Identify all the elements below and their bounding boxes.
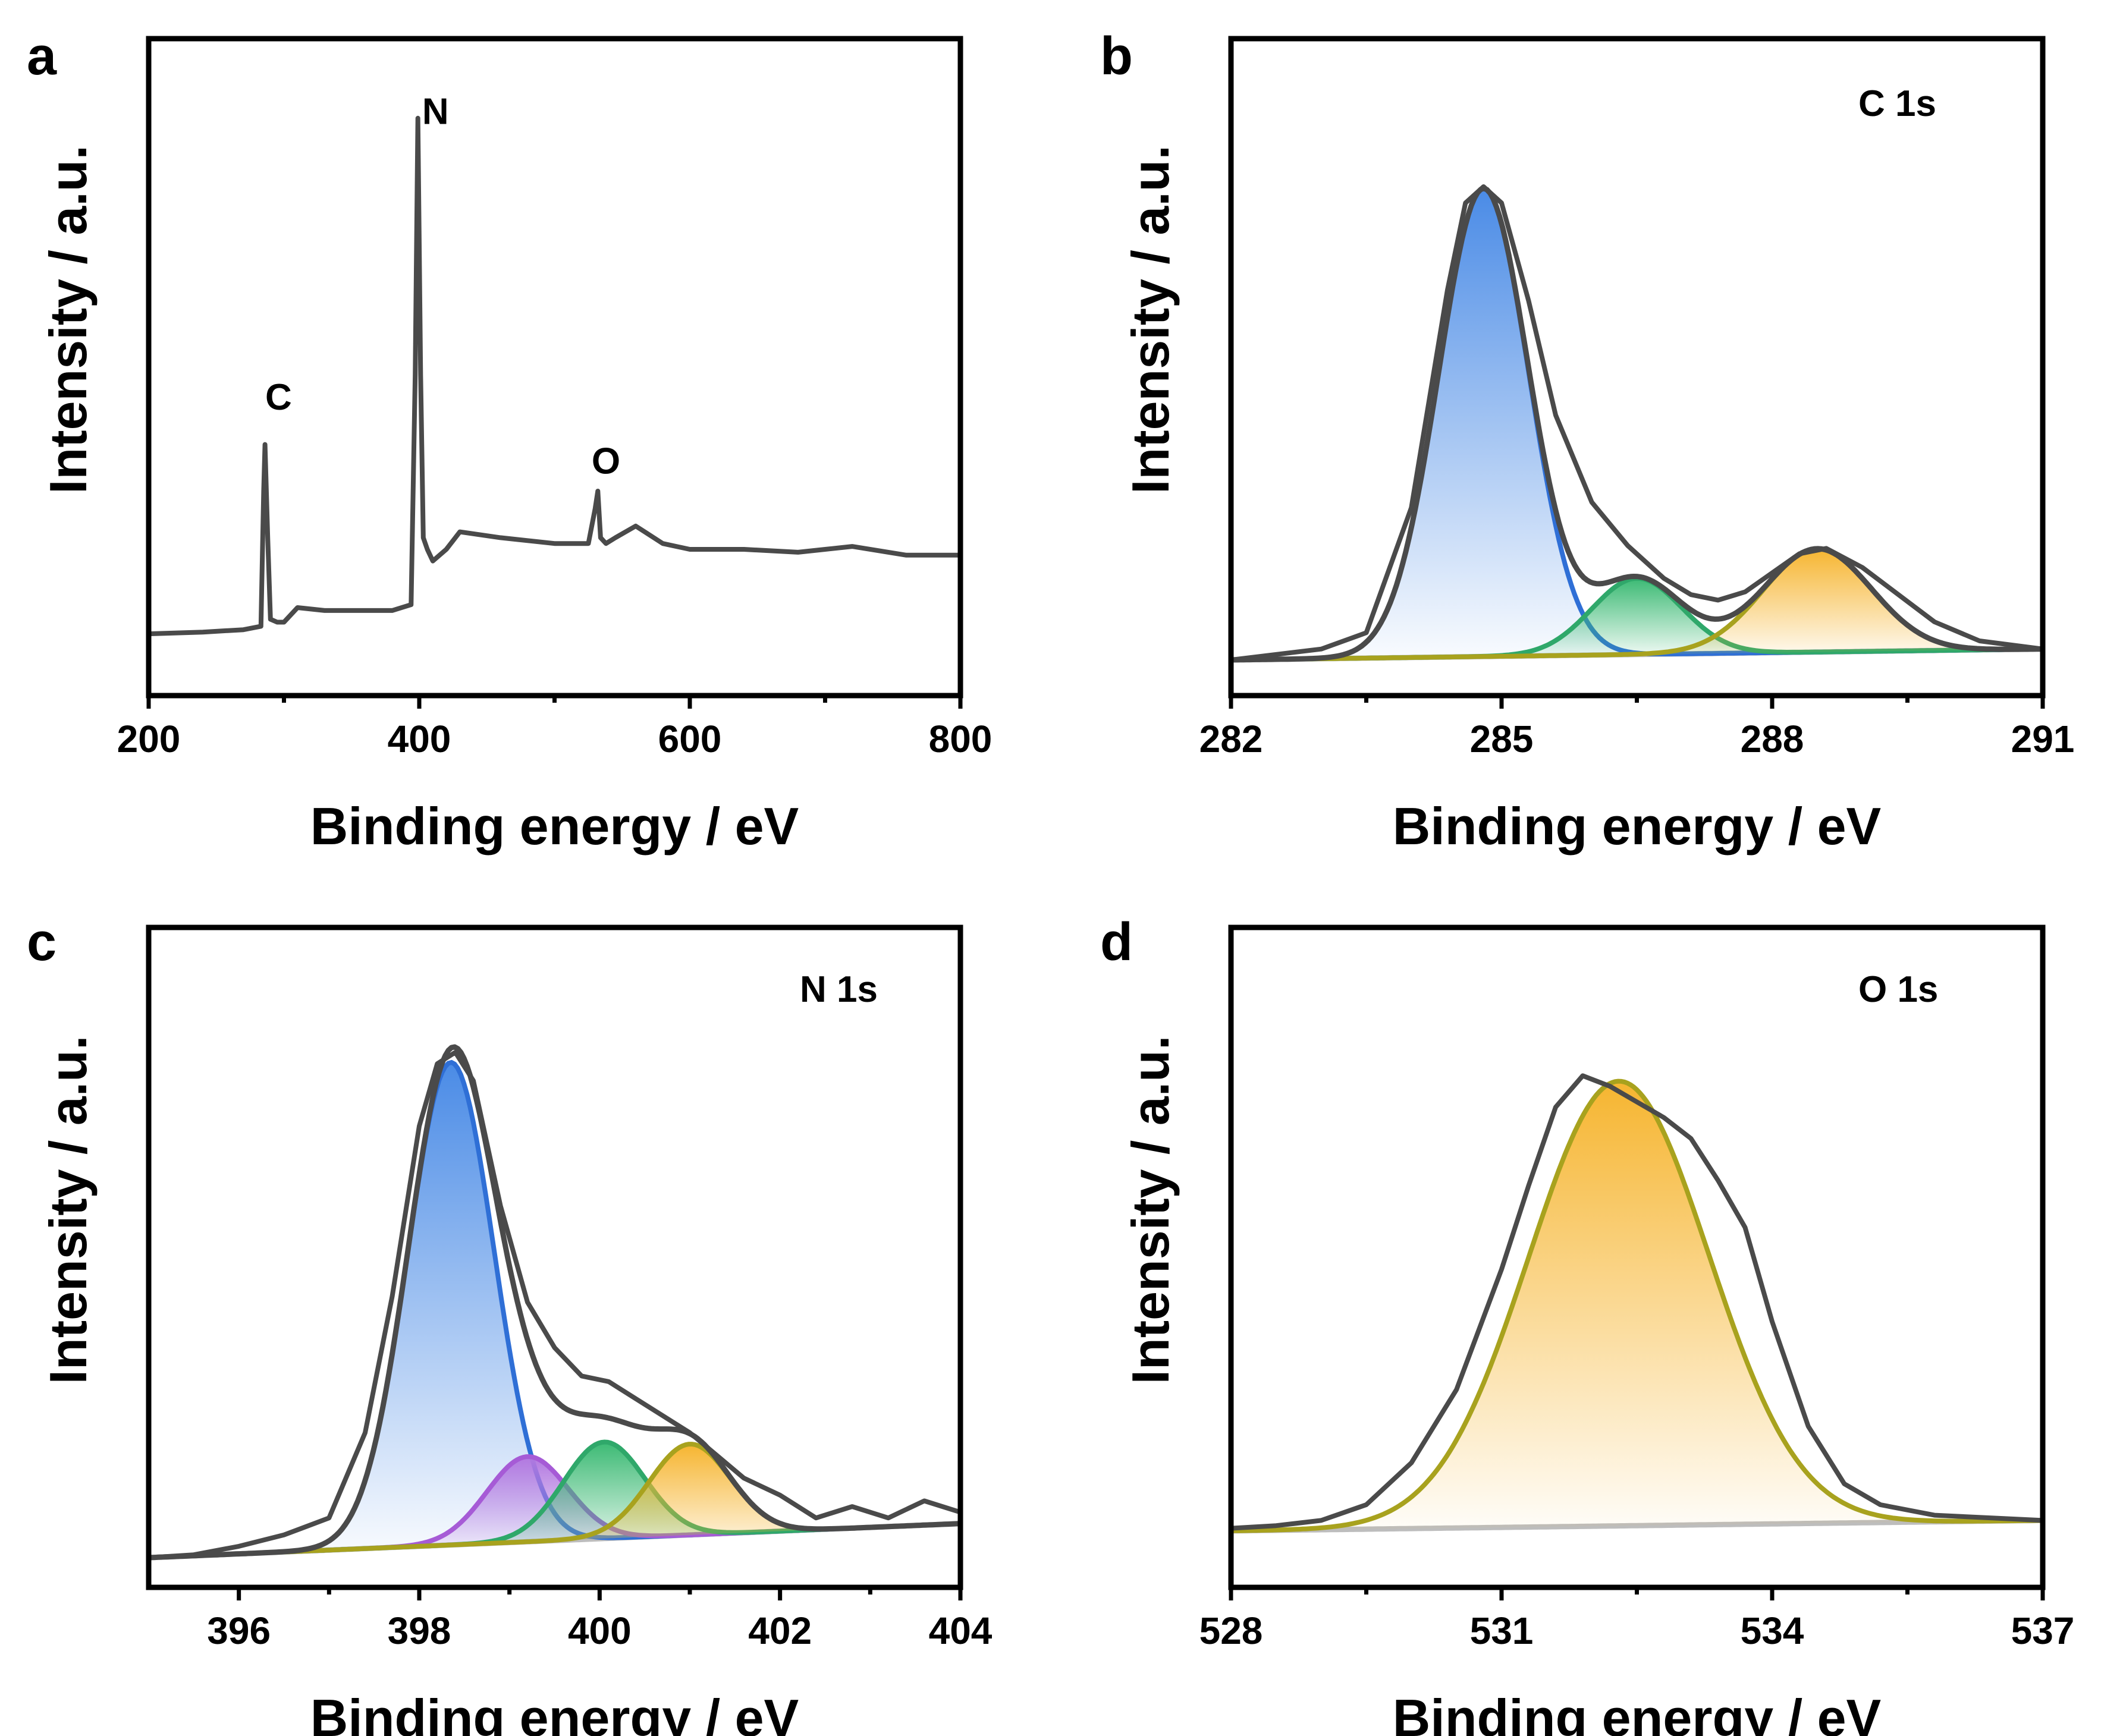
panel-letter-b: b [1100, 27, 1133, 86]
x-axis-title-b: Binding energy / eV [1393, 797, 1882, 856]
panel-c: 396 398 400 402 404 Binding energy / eV Intens… [27, 913, 993, 1736]
x-axis-title-a: Binding energy / eV [310, 797, 799, 856]
component-fill-b-3 [1231, 548, 2043, 660]
panel-d: 528 531 534 537 Binding energy / eV Intensity… [1100, 913, 2074, 1736]
x-tick-label-a-600: 600 [658, 718, 722, 760]
peak-label-C: C [265, 377, 292, 418]
x-tick-label-d-537: 537 [2011, 1609, 2075, 1652]
x-tick-label-c-396: 396 [207, 1609, 271, 1652]
x-tick-label-d-531: 531 [1470, 1609, 1534, 1652]
x-tick-label-b-282: 282 [1199, 718, 1263, 760]
component-fill-c-4 [149, 1444, 960, 1558]
measured-c [149, 1050, 960, 1560]
panel-title-b: C 1s [1858, 83, 1936, 124]
y-axis-title-d: Intensity / a.u. [1121, 1036, 1180, 1385]
panel-title-d: O 1s [1858, 969, 1938, 1010]
x-axis-title-d: Binding energy / eV [1393, 1688, 1882, 1736]
panel-letter-a: a [27, 27, 57, 86]
x-tick-label-c-402: 402 [748, 1609, 812, 1652]
panel-a: 200 400 600 800 Binding energy / eV Intensity… [27, 27, 992, 856]
panel-letter-d: d [1100, 913, 1133, 972]
y-axis-title-b: Intensity / a.u. [1121, 145, 1180, 494]
peak-label-N: N [422, 92, 449, 133]
x-tick-label-c-398: 398 [388, 1609, 451, 1652]
x-tick-label-b-285: 285 [1470, 718, 1534, 760]
x-tick-label-c-404: 404 [929, 1609, 993, 1652]
plot-area-b [1231, 184, 2043, 663]
panel-letter-c: c [27, 913, 56, 972]
x-axis-title-c: Binding energy / eV [310, 1688, 799, 1736]
envelope-c [149, 1044, 960, 1561]
axis-frame-c [146, 924, 963, 1590]
plot-area-c [149, 1044, 960, 1561]
envelope-b [1231, 185, 2043, 663]
y-axis-title-a: Intensity / a.u. [39, 145, 98, 494]
peak-label-O: O [592, 441, 620, 482]
measured-d [1231, 1073, 2043, 1531]
component-line-d-1 [1231, 1078, 2043, 1533]
plot-area-a [149, 115, 960, 637]
component-fill-d-1 [1231, 1081, 2043, 1531]
panel-b: 282 285 288 291 Binding energy / eV Intensity… [1100, 27, 2074, 856]
x-tick-label-d-534: 534 [1741, 1609, 1804, 1652]
y-axis-title-c: Intensity / a.u. [39, 1036, 98, 1385]
panel-title-c: N 1s [800, 969, 878, 1010]
x-tick-label-a-200: 200 [117, 718, 181, 760]
x-tick-label-d-528: 528 [1199, 1609, 1263, 1652]
x-tick-label-a-800: 800 [929, 718, 993, 760]
x-tick-label-c-400: 400 [568, 1609, 632, 1652]
series-a-1 [149, 115, 960, 637]
component-fill-b-1 [1231, 188, 2043, 660]
component-fill-b-2 [1231, 578, 2043, 660]
x-tick-label-b-288: 288 [1741, 718, 1804, 760]
plot-area-d [1231, 1073, 2043, 1534]
x-tick-label-b-291: 291 [2011, 718, 2075, 760]
x-tick-label-a-400: 400 [388, 718, 451, 760]
component-fill-c-3 [149, 1442, 960, 1558]
measured-b [1231, 184, 2043, 662]
